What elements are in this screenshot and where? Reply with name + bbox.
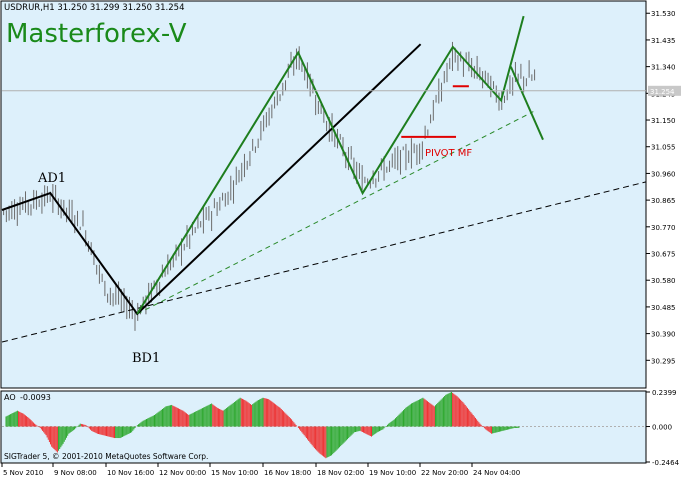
time-tick-label: 24 Nov 04:00 xyxy=(473,469,520,477)
label-ad1: AD1 xyxy=(37,171,66,186)
main-plot-area xyxy=(0,0,647,389)
oscillator-layer: 0.2399 0.000 -0.2464 xyxy=(2,389,680,467)
black-dashed-trendline xyxy=(1,181,647,343)
watermark-title: Masterforex-V xyxy=(6,19,187,49)
oscillator-name: AO xyxy=(4,393,16,402)
time-tick-label: 5 Nov 2010 xyxy=(3,469,43,477)
time-tick-label: 9 Nov 08:00 xyxy=(54,469,97,477)
time-tick-label: 18 Nov 02:00 xyxy=(317,469,364,477)
price-tick-label: 30.865 xyxy=(651,197,676,205)
black-zigzag-line xyxy=(1,43,422,316)
time-tick-label: 19 Nov 10:00 xyxy=(369,469,416,477)
price-tick-label: 31.055 xyxy=(651,144,676,152)
green-forecast-line xyxy=(509,66,544,141)
price-tick-label: 31.340 xyxy=(651,64,676,72)
symbol-header: USDRUR,H1 31.250 31.299 31.250 31.254 xyxy=(4,3,184,13)
oscillator-value: -0.0093 xyxy=(20,393,51,402)
price-tick-label: 30.390 xyxy=(651,331,676,339)
price-tick-label: 31.150 xyxy=(651,117,676,125)
price-tick-label: 30.770 xyxy=(651,224,676,232)
time-tick-label: 12 Nov 00:00 xyxy=(159,469,206,477)
price-tick-label: 30.675 xyxy=(651,251,676,259)
time-axis: 5 Nov 2010 9 Nov 08:00 10 Nov 16:00 12 Nov … xyxy=(1,463,520,477)
price-tick-label: 31.435 xyxy=(651,37,676,45)
price-axis: 31.53031.43531.34031.24531.15031.05530.9… xyxy=(2,10,681,365)
time-tick-label: 22 Nov 20:00 xyxy=(421,469,468,477)
price-tick-label: 30.485 xyxy=(651,304,676,312)
current-price-badge xyxy=(648,85,681,96)
label-bd1: BD1 xyxy=(132,351,160,366)
current-price-label: 31.254 xyxy=(650,88,675,96)
oscillator-tick-label: -0.2464 xyxy=(652,459,680,467)
footer-copyright: SIGTrader 5, © 2001-2010 MetaQuotes Soft… xyxy=(4,452,208,461)
label-pivot: PIVOT MF xyxy=(425,148,472,159)
oscillator-tick-label: 0.000 xyxy=(652,424,672,432)
time-tick-label: 16 Nov 18:00 xyxy=(264,469,311,477)
price-tick-label: 31.530 xyxy=(651,10,676,18)
time-tick-label: 10 Nov 16:00 xyxy=(107,469,154,477)
time-tick-label: 15 Nov 10:00 xyxy=(211,469,258,477)
green-zigzag-line xyxy=(136,15,525,315)
oscillator-tick-label: 0.2399 xyxy=(652,389,677,397)
price-tick-label: 30.295 xyxy=(651,357,676,365)
zigzag-layer xyxy=(1,15,647,343)
price-tick-label: 30.960 xyxy=(651,170,676,178)
green-dashed-trendline xyxy=(137,111,534,315)
price-tick-label: 30.580 xyxy=(651,277,676,285)
